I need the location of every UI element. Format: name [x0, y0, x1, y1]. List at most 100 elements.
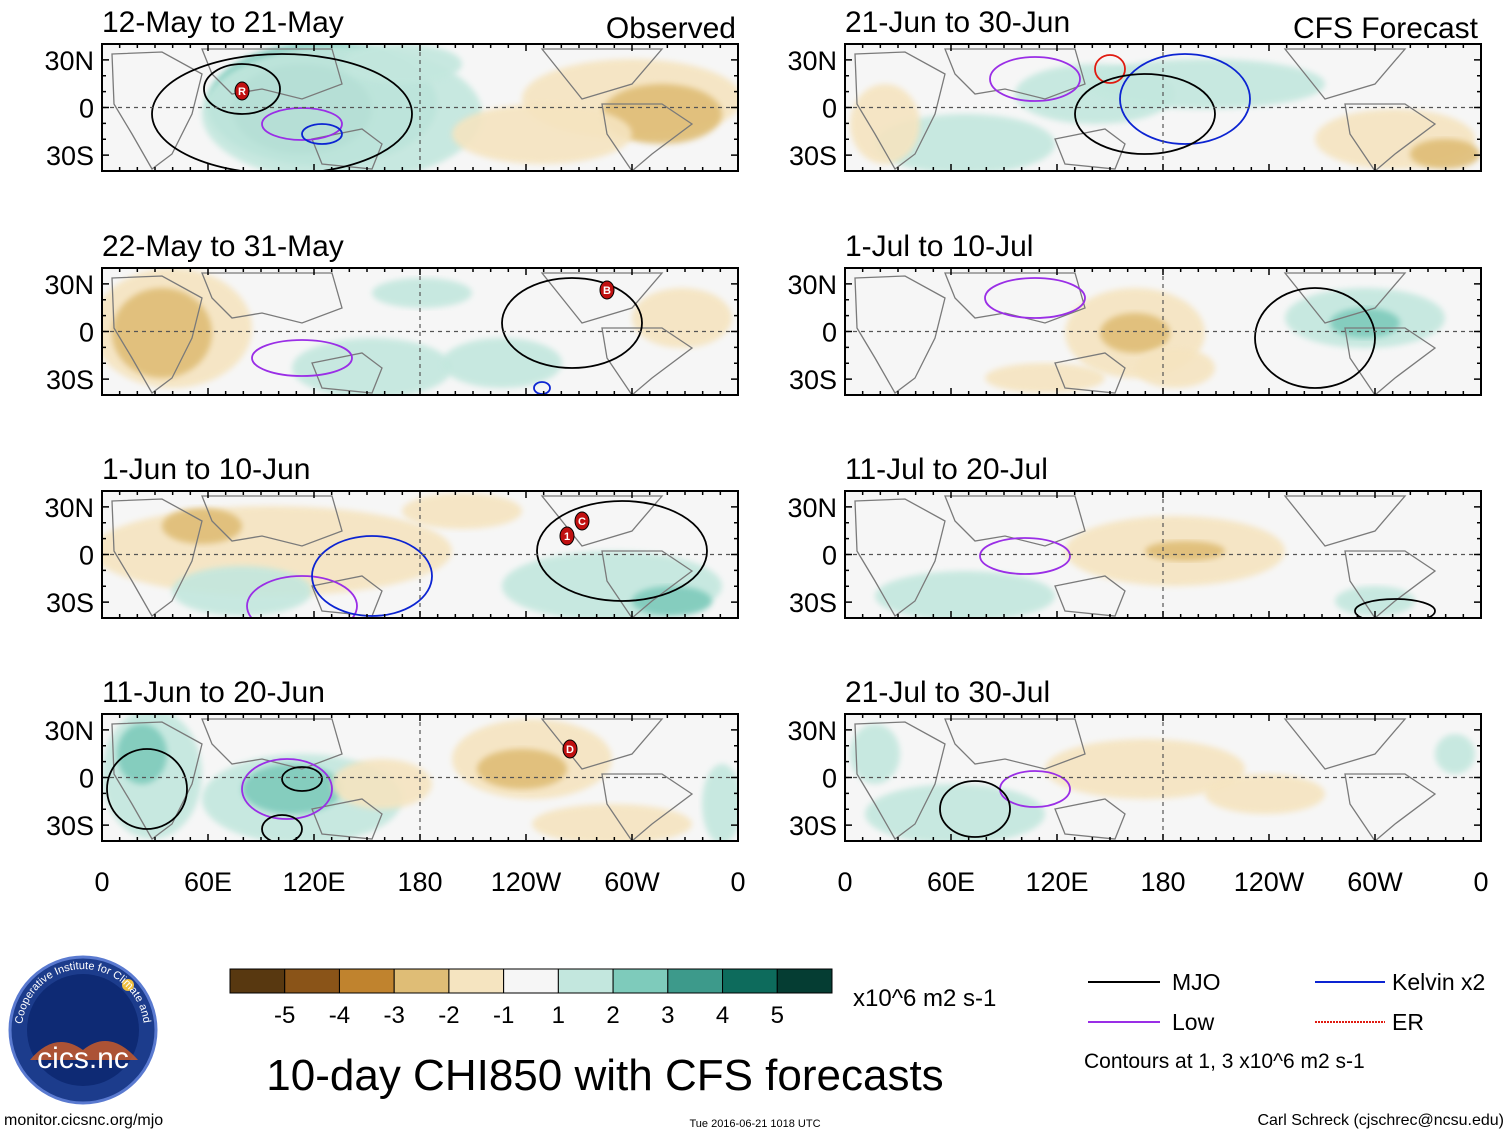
colorbar-tick-label: 4: [716, 1002, 729, 1029]
africa-outline: [854, 275, 946, 394]
lat-tick-label: 0: [822, 94, 837, 124]
coastline: [854, 495, 1437, 618]
legend-kelvin-label: Kelvin x2: [1392, 969, 1485, 995]
colorbar-swatch: [338, 968, 395, 994]
lon-tick-label: 0: [94, 867, 109, 897]
wave-contour: [984, 277, 1086, 319]
storm-marker-label: D: [566, 744, 574, 756]
south-america-outline: [1344, 550, 1437, 618]
storm-marker: C: [574, 511, 590, 531]
south-america-outline: [1344, 103, 1437, 171]
lon-tick-label: 180: [397, 867, 442, 897]
wave-contour: [151, 53, 413, 171]
wave-contours: [106, 748, 333, 841]
lon-tick-label: 120E: [282, 867, 345, 897]
cfs-forecast-header: CFS Forecast: [1293, 12, 1479, 45]
anomaly-shade: [1045, 739, 1245, 799]
africa-outline: [111, 498, 203, 617]
panel-title: 22-May to 31-May: [102, 230, 344, 263]
anomaly-field: [985, 288, 1445, 393]
wave-contours: [251, 277, 643, 395]
colorbar-unit: x10^6 m2 s-1: [853, 985, 996, 1012]
africa-outline: [111, 721, 203, 840]
wave-contour: [536, 500, 708, 602]
legend-note: Contours at 1, 3 x10^6 m2 s-1: [1084, 1050, 1365, 1073]
anomaly-shade: [865, 784, 1045, 841]
anomaly-shade: [850, 84, 920, 164]
wave-contour: [1354, 598, 1436, 618]
anomaly-shade: [162, 508, 242, 544]
africa-outline: [854, 721, 946, 840]
lat-tick-label: 30S: [46, 365, 94, 395]
lat-tick-label: 30S: [46, 588, 94, 618]
storm-marker-label: B: [603, 285, 611, 297]
storm-marker-label: 1: [564, 531, 570, 543]
anomaly-shade: [632, 586, 712, 616]
anomaly-field: [102, 714, 738, 841]
anomaly-field: [102, 493, 722, 618]
asia-outline: [944, 48, 1086, 100]
north-america-outline: [540, 718, 664, 770]
figure-title: 10-day CHI850 with CFS forecasts: [266, 1051, 943, 1100]
anomaly-shade: [342, 44, 462, 84]
colorbar-swatch: [448, 968, 505, 994]
colorbar-swatch: [557, 968, 614, 994]
wave-contour: [301, 123, 343, 145]
lon-tick-label: 0: [837, 867, 852, 897]
lon-tick-label: 60W: [1347, 867, 1403, 897]
storm-marker-label: C: [578, 516, 586, 528]
lat-tick-label: 30N: [44, 46, 94, 76]
map-panel: B 22-May to 31-May 30N 0 30S: [44, 230, 739, 396]
south-america-outline: [601, 327, 694, 395]
anomaly-shade: [532, 804, 692, 841]
colorbar-swatch: [612, 968, 669, 994]
lat-tick-label: 0: [822, 541, 837, 571]
wave-contour: [106, 748, 188, 830]
colorbar-tick-label: -3: [384, 1002, 405, 1029]
colorbar-swatch: [667, 968, 724, 994]
wave-contour: [246, 575, 358, 618]
australia-outline: [1054, 798, 1126, 840]
anomaly-shade: [112, 288, 212, 378]
colorbar-swatch: [722, 968, 778, 994]
asia-outline: [201, 495, 343, 547]
lat-tick-label: 30N: [44, 493, 94, 523]
coastline: [111, 718, 694, 841]
wave-contour: [1074, 73, 1216, 155]
australia-outline: [311, 352, 383, 394]
colorbar-tick-label: -4: [329, 1002, 350, 1029]
lon-tick-label: 0: [730, 867, 745, 897]
wave-contour: [261, 814, 303, 841]
anomaly-shade: [875, 114, 1055, 171]
australia-outline: [311, 128, 383, 170]
anomaly-shade: [1085, 59, 1325, 109]
panel-title: 21-Jun to 30-Jun: [845, 6, 1070, 39]
lat-tick-label: 30N: [787, 46, 837, 76]
lat-tick-label: 0: [79, 318, 94, 348]
wave-contour: [281, 766, 323, 792]
colorbar-tick-label: 3: [661, 1002, 674, 1029]
colorbar-tick-label: 2: [606, 1002, 619, 1029]
lat-tick-label: 30N: [787, 493, 837, 523]
lat-tick-label: 30S: [789, 365, 837, 395]
wave-contour: [1254, 287, 1376, 389]
anomaly-shade: [332, 759, 432, 809]
north-america-outline: [540, 272, 664, 324]
colorbar-swatch: [393, 968, 450, 994]
north-america-outline: [1283, 718, 1407, 770]
colorbar-swatch: [229, 968, 286, 994]
lat-tick-label: 30S: [789, 811, 837, 841]
north-america-outline: [1283, 272, 1407, 324]
observed-header: Observed: [606, 12, 736, 45]
north-america-outline: [540, 48, 664, 100]
lat-tick-label: 0: [822, 318, 837, 348]
south-america-outline: [601, 773, 694, 841]
storm-marker: D: [562, 739, 578, 759]
map-panel: 11-Jul to 20-Jul 30N 0 30S: [787, 453, 1482, 619]
anomaly-shade: [1135, 348, 1215, 388]
anomaly-shade: [875, 571, 1055, 618]
legend-er-label: ER: [1392, 1009, 1424, 1035]
lon-tick-label: 120W: [491, 867, 562, 897]
